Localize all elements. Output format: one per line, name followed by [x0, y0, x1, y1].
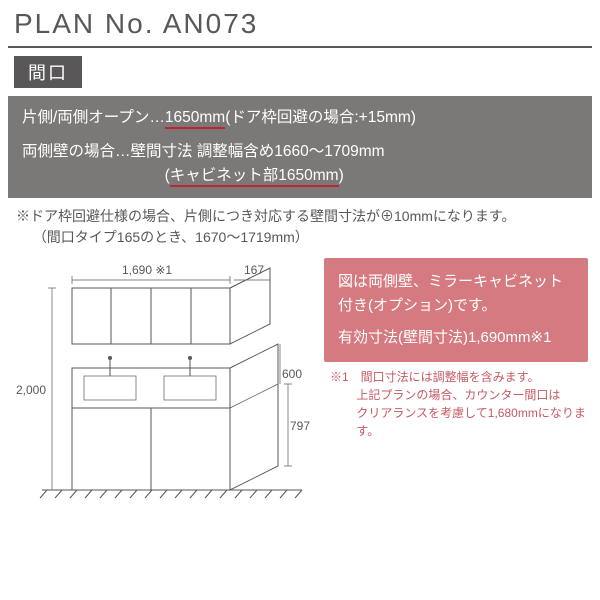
spec-text: 片側/両側オープン…: [22, 109, 165, 126]
spec-line-wall: 両側壁の場合…壁間寸法 調整幅含め1660～1709mm (キャビネット部165…: [22, 140, 578, 188]
spec-panel: 片側/両側オープン…1650mm(ドア枠回避の場合:+15mm) 両側壁の場合……: [8, 96, 592, 198]
spec-sub: (キャビネット部1650mm): [22, 164, 344, 188]
callout-box: 図は両側壁、ミラーキャビネット付き(オプション)です。 有効寸法(壁間寸法)1,…: [324, 258, 588, 362]
lower-row: 1,690 ※1 167: [0, 252, 600, 523]
floor-hatch: [40, 490, 302, 498]
dim-label: 167: [244, 263, 264, 277]
callout-footnote: ※1 間口寸法には調整幅を含みます。 上記プランの場合、カウンター間口は クリア…: [324, 368, 588, 440]
spec-text: 両側壁の場合…壁間寸法 調整幅含め1660～1709mm: [22, 143, 385, 160]
note-line: ※1 間口寸法には調整幅を含みます。: [330, 370, 539, 384]
note-line: 上記プランの場合、カウンター間口は: [330, 386, 588, 404]
note-line: （間口タイプ165のとき、1670～1719mm）: [16, 229, 309, 245]
note-line: クリアランスを考慮して1,680mmになります。: [330, 404, 588, 440]
dim-label: 600: [282, 367, 302, 381]
spec-text: (: [165, 167, 170, 184]
dim-label: 2,000: [16, 383, 46, 397]
callout-text: 有効寸法(壁間寸法)1,690mm※1: [338, 326, 574, 350]
section-tag: 間口: [14, 56, 82, 88]
dim-label: 1,690 ※1: [122, 263, 172, 277]
callout-text: 図は両側壁、ミラーキャビネット付き(オプション)です。: [338, 270, 574, 318]
callout-column: 図は両側壁、ミラーキャビネット付き(オプション)です。 有効寸法(壁間寸法)1,…: [324, 258, 588, 440]
spec-highlight: 1650mm: [165, 109, 225, 129]
dim-label: 797: [290, 419, 310, 433]
spec-footnote: ※ドア枠回避仕様の場合、片側につき対応する壁間寸法が⊕10mmになります。 （間…: [0, 198, 600, 252]
divider: [8, 46, 592, 48]
mirror-cabinet: [72, 268, 270, 344]
spec-text: (ドア枠回避の場合:+15mm): [225, 109, 416, 126]
vanity-front: [72, 344, 278, 490]
spec-highlight: キャビネット部1650mm: [170, 167, 339, 187]
plan-title: PLAN No. AN073: [0, 0, 600, 46]
dimension-diagram: 1,690 ※1 167: [12, 258, 312, 518]
note-line: ※ドア枠回避仕様の場合、片側につき対応する壁間寸法が⊕10mmになります。: [16, 208, 516, 224]
diagram-container: 1,690 ※1 167: [12, 258, 312, 523]
spec-text: ): [339, 167, 344, 184]
spec-line-open: 片側/両側オープン…1650mm(ドア枠回避の場合:+15mm): [22, 106, 578, 130]
